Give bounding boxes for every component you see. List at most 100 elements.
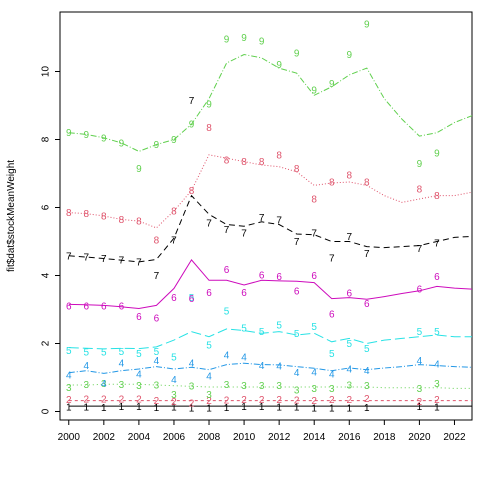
data-point-age-7: 7 [136,257,142,268]
data-point-age-5: 5 [66,346,72,357]
data-point-age-5: 5 [136,349,142,360]
data-point-age-6: 6 [434,272,440,283]
data-point-age-1: 1 [329,404,335,415]
data-point-age-4: 4 [346,365,352,376]
data-point-age-3: 3 [224,380,230,391]
data-point-age-1: 1 [84,403,90,414]
data-point-age-8: 8 [171,206,177,217]
data-point-age-5: 5 [154,347,160,358]
data-point-age-8: 8 [346,171,352,182]
series-line-age-7 [68,194,473,263]
series-line-age-8 [68,154,473,229]
data-point-age-9: 9 [136,164,142,175]
data-point-age-7: 7 [84,253,90,264]
data-point-age-6: 6 [294,286,300,297]
y-tick-label: 10 [41,66,52,78]
y-tick-label: 0 [41,408,52,414]
data-point-age-2: 2 [329,395,335,406]
data-point-age-7: 7 [171,235,177,246]
data-point-age-2: 2 [189,399,195,410]
data-point-age-2: 2 [101,394,107,405]
data-point-age-2: 2 [364,394,370,405]
data-point-age-3: 3 [329,384,335,395]
data-point-age-2: 2 [294,395,300,406]
data-point-age-5: 5 [434,327,440,338]
data-point-age-6: 6 [171,293,177,304]
data-point-age-7: 7 [434,239,440,250]
data-point-age-1: 1 [346,404,352,415]
y-axis: 0 2 4 6 8 10 [41,66,60,414]
data-point-age-4: 4 [434,359,440,370]
data-point-age-9: 9 [294,48,300,59]
data-point-age-9: 9 [311,86,317,97]
data-point-age-8: 8 [329,178,335,189]
data-point-age-9: 9 [364,19,370,30]
data-point-age-5: 5 [206,341,212,352]
data-point-age-7: 7 [101,254,107,265]
data-point-age-9: 9 [119,138,125,149]
data-point-age-5: 5 [171,353,177,364]
data-point-age-6: 6 [189,294,195,305]
plot-frame [59,11,473,421]
data-point-age-3: 3 [294,386,300,397]
data-point-age-4: 4 [119,359,125,370]
y-tick-label: 4 [41,272,52,278]
data-point-age-2: 2 [171,397,177,408]
data-point-age-4: 4 [259,361,265,372]
data-point-age-1: 1 [294,403,300,414]
x-tick-label: 2016 [338,432,361,443]
x-tick-label: 2022 [443,432,466,443]
data-point-age-9: 9 [171,135,177,146]
data-point-age-8: 8 [294,164,300,175]
data-point-age-4: 4 [189,358,195,369]
data-point-age-7: 7 [224,225,230,236]
series-line-age-6 [68,259,473,310]
data-point-age-6: 6 [84,302,90,313]
data-point-age-5: 5 [241,324,247,335]
data-point-age-5: 5 [329,349,335,360]
data-point-age-7: 7 [364,249,370,260]
data-point-age-4: 4 [241,353,247,364]
data-point-age-1: 1 [276,403,282,414]
data-point-age-4: 4 [136,369,142,380]
data-point-age-2: 2 [119,394,125,405]
data-point-age-3: 3 [136,381,142,392]
data-point-age-7: 7 [189,96,195,107]
data-point-age-9: 9 [66,128,72,139]
data-point-age-9: 9 [206,99,212,110]
data-point-age-2: 2 [311,396,317,407]
data-point-age-3: 3 [276,381,282,392]
data-point-age-7: 7 [154,271,160,282]
data-point-age-2: 2 [66,395,72,406]
data-point-age-6: 6 [346,289,352,300]
data-point-age-3: 3 [119,380,125,391]
data-point-age-6: 6 [276,272,282,283]
data-point-age-5: 5 [276,320,282,331]
data-point-age-1: 1 [311,404,317,415]
data-point-age-3: 3 [189,382,195,393]
data-point-age-5: 5 [101,348,107,359]
data-point-age-6: 6 [136,312,142,323]
data-point-age-5: 5 [119,347,125,358]
data-point-age-8: 8 [364,178,370,189]
data-point-age-4: 4 [101,379,107,390]
data-point-age-6: 6 [224,265,230,276]
data-point-age-5: 5 [189,293,195,304]
data-point-age-5: 5 [417,327,423,338]
data-point-age-3: 3 [434,379,440,390]
x-tick-label: 2012 [268,432,291,443]
data-point-age-1: 1 [224,403,230,414]
data-point-age-8: 8 [434,191,440,202]
data-point-age-2: 2 [154,396,160,407]
data-point-age-4: 4 [206,372,212,383]
data-point-age-3: 3 [171,390,177,401]
data-point-age-2: 2 [346,395,352,406]
data-point-age-2: 2 [241,395,247,406]
data-point-age-2: 2 [84,394,90,405]
data-point-age-3: 3 [84,380,90,391]
data-point-age-4: 4 [311,368,317,379]
data-point-age-1: 1 [119,402,125,413]
data-point-age-5: 5 [311,322,317,333]
data-point-age-7: 7 [294,237,300,248]
x-tick-label: 2000 [58,432,81,443]
